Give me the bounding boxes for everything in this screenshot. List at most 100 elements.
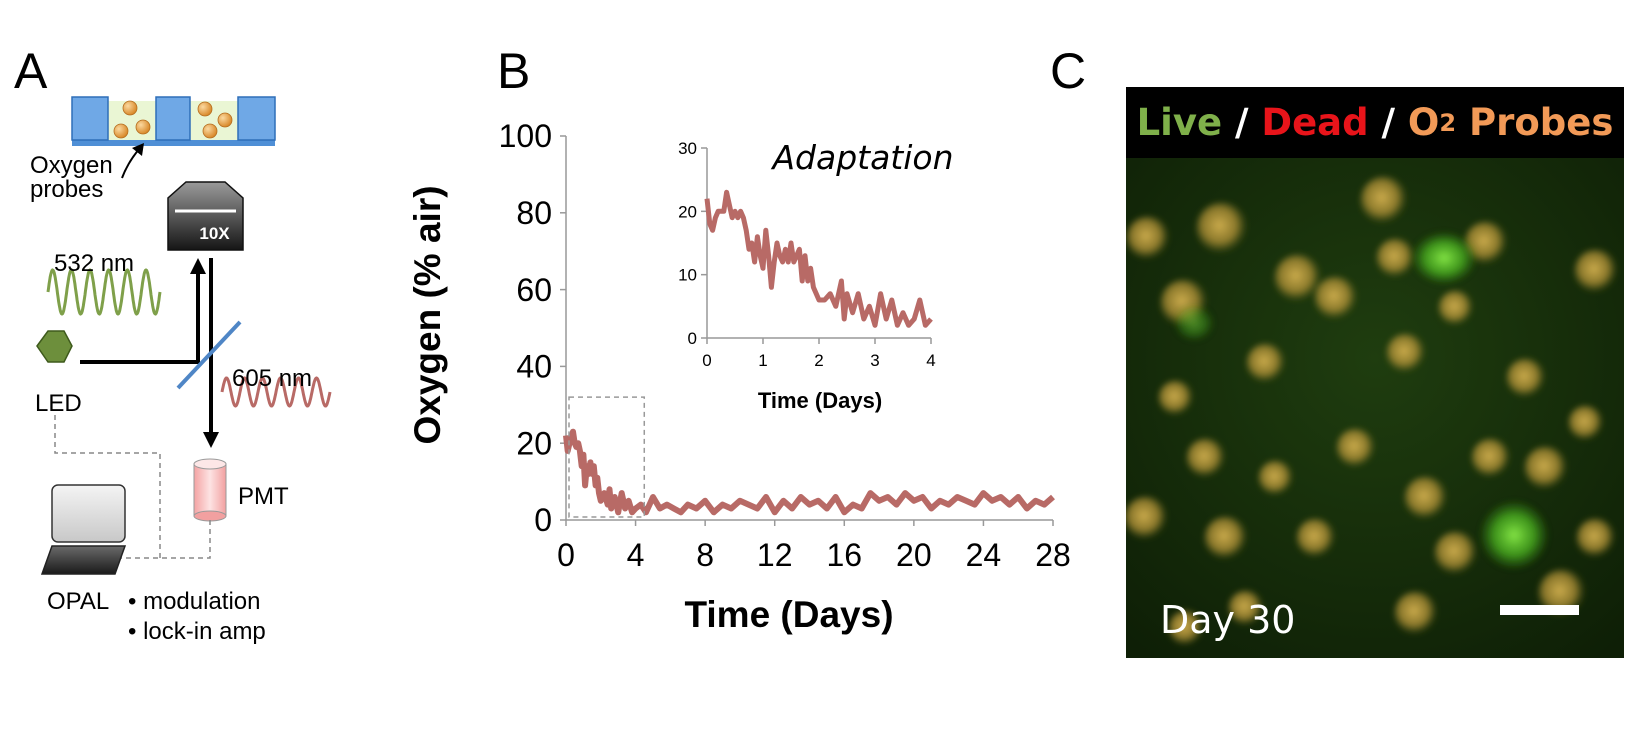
fluorescence-micrograph: [1126, 158, 1624, 658]
probe-spot: [1471, 438, 1511, 478]
inset-x-tick-label: 2: [814, 351, 823, 370]
wiring: [54, 415, 211, 559]
inset-y-tick-label: 0: [688, 329, 697, 348]
probe-spot: [1196, 202, 1248, 254]
oxygen-probe-beads: [113, 100, 233, 139]
main-x-tick-label: 12: [757, 537, 793, 573]
inset-oxygen-series-line: [704, 189, 933, 328]
probe-spot: [1568, 405, 1604, 441]
title-segment: Probes: [1456, 101, 1614, 144]
main-y-tick-label: 20: [516, 425, 552, 461]
inset-x-tick-label: 3: [870, 351, 879, 370]
probe-spot: [1376, 238, 1416, 278]
probe-spot: [1296, 518, 1336, 558]
main-x-tick-label: 8: [696, 537, 714, 573]
main-x-tick-label: 20: [896, 537, 932, 573]
inset-x-tick-label: 1: [758, 351, 767, 370]
probe-spot: [1186, 438, 1226, 478]
probe-spot: [1434, 531, 1478, 575]
bullet-modulation: • modulation: [128, 588, 261, 615]
probe-spot: [1360, 176, 1408, 224]
main-y-tick-label: 100: [499, 118, 552, 154]
title-segment: /: [1368, 101, 1408, 144]
probe-spot: [1158, 380, 1194, 416]
probe-spot: [1314, 276, 1358, 320]
excitation-wave: [46, 268, 162, 316]
excitation-wavelength-label: 532 nm: [54, 250, 135, 277]
main-x-tick-label: 24: [966, 537, 1002, 573]
pmt-label: PMT: [238, 483, 289, 510]
title-segment: 2: [1439, 108, 1457, 137]
inset-x-axis-label: Time (Days): [758, 388, 882, 413]
inset-x-tick-label: 4: [926, 351, 935, 370]
probe-spot: [1524, 446, 1568, 490]
inset-x-tick-label: 0: [702, 351, 711, 370]
probe-spot: [1386, 333, 1426, 373]
inset-y-tick-label: 10: [678, 266, 697, 285]
main-y-tick-label: 60: [516, 272, 552, 308]
dichroic-mirror: [176, 320, 242, 390]
emission-wavelength-label: 605 nm: [232, 365, 313, 392]
adaptation-zoom-box: [568, 396, 646, 518]
bullet-lock-in-amp: • lock-in amp: [128, 618, 266, 645]
title-segment: /: [1222, 101, 1262, 144]
inset-y-tick-label: 20: [678, 202, 697, 221]
main-x-tick-label: 28: [1035, 537, 1071, 573]
sample-well-plate: [71, 96, 276, 146]
beam-arrow-up: [190, 258, 206, 274]
oxygen-probes-label: Oxygen probes: [30, 152, 113, 203]
probe-spot: [1168, 610, 1204, 646]
title-segment: O: [1407, 101, 1440, 144]
main-x-tick-label: 0: [557, 537, 575, 573]
main-x-axis-label: Time (Days): [684, 594, 893, 635]
main-x-tick-label: 16: [826, 537, 862, 573]
probe-spot: [1394, 591, 1438, 635]
beam-path: [80, 258, 213, 435]
objective-lens-icon: [167, 181, 244, 251]
probe-spot: [1228, 590, 1264, 626]
main-chart-axes: [565, 136, 1053, 521]
objective-label: 10X: [199, 224, 230, 243]
micrograph-image: [1126, 158, 1624, 658]
probe-spot: [1438, 290, 1474, 326]
setup-diagram: [36, 96, 332, 575]
emission-wave: [220, 376, 332, 408]
probe-spot: [1274, 254, 1322, 302]
title-segment: Dead: [1261, 101, 1369, 144]
probe-spot: [1404, 476, 1448, 520]
probe-spot: [1574, 249, 1618, 293]
inset-title: Adaptation: [770, 138, 953, 177]
probe-spot: [1576, 518, 1616, 558]
inset-chart-ticks: 0 10 20 30 0 1 2 3 4: [678, 139, 936, 370]
live-cell-spots: [1174, 232, 1548, 569]
panel-label-c: C: [1050, 43, 1087, 99]
beam-arrow-down: [203, 432, 219, 448]
main-y-tick-label: 0: [534, 502, 552, 538]
led-icon: [36, 330, 73, 363]
opal-label: OPAL: [47, 588, 110, 615]
probe-spot: [1126, 216, 1170, 260]
probe-spot: [1258, 460, 1294, 496]
oxygen-probe-spots: [1126, 176, 1618, 646]
probe-spot: [1506, 358, 1546, 398]
panel-label-a: A: [14, 43, 48, 99]
led-label: LED: [35, 390, 82, 417]
inset-y-tick-label: 30: [678, 139, 697, 158]
probe-spot: [1246, 343, 1286, 383]
main-oxygen-series-line: [563, 428, 1055, 516]
probe-spot: [1126, 496, 1168, 540]
laptop-icon: [40, 484, 127, 575]
main-y-tick-label: 80: [516, 195, 552, 231]
title-segment: Live: [1136, 101, 1223, 144]
main-y-tick-label: 40: [516, 349, 552, 385]
probe-spot: [1336, 428, 1376, 468]
main-y-axis-label: Oxygen (% air): [407, 185, 448, 444]
panel-label-b: B: [497, 43, 531, 99]
pmt-icon: [193, 458, 227, 522]
probe-spot: [1204, 516, 1248, 560]
day-label: Day 30: [1160, 598, 1296, 642]
main-x-tick-label: 4: [627, 537, 645, 573]
